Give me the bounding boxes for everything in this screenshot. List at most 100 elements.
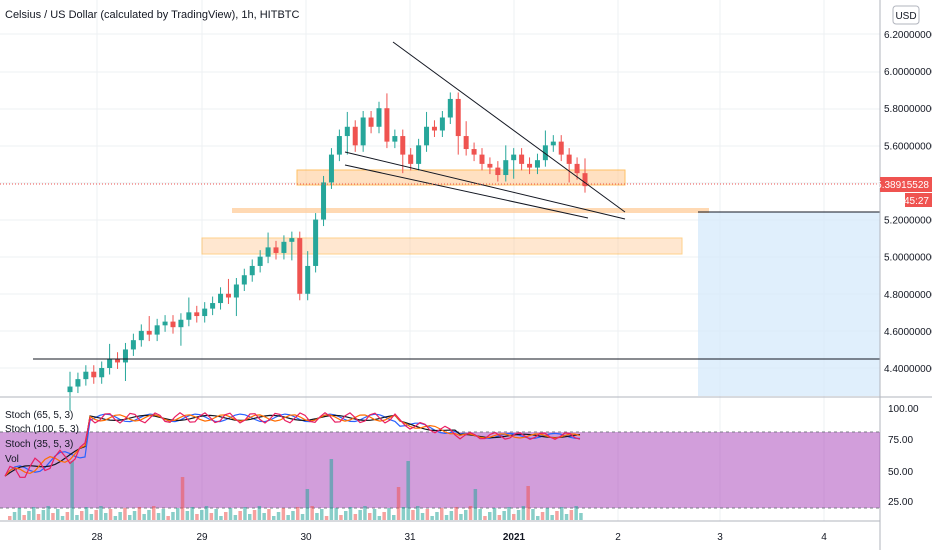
volume-bar <box>344 511 348 520</box>
stoch-line <box>4 414 581 477</box>
candle-body <box>265 247 271 257</box>
candle-body <box>471 149 477 155</box>
volume-bar <box>137 507 142 520</box>
stoch-band <box>0 432 880 508</box>
candle-body <box>297 238 303 294</box>
price-tick: 4.60000000 <box>884 327 932 338</box>
candle-body <box>487 163 493 168</box>
time-label: 4 <box>821 532 827 543</box>
volume-bar <box>238 511 242 520</box>
volume-bar <box>161 509 166 520</box>
volume-bar <box>488 512 492 520</box>
trendline-lower[interactable] <box>344 151 626 220</box>
volume-bar <box>377 516 382 520</box>
volume-bar <box>272 516 276 520</box>
legend-vol[interactable]: Vol <box>5 454 19 465</box>
volume-bar <box>185 511 190 520</box>
stoch-tick-75: 75.00 <box>888 435 913 446</box>
legend-stoch-100[interactable]: Stoch (100, 5, 3) <box>5 424 79 435</box>
candle-body <box>416 145 422 164</box>
candle-body <box>225 293 231 298</box>
candle-body <box>368 117 374 127</box>
volume-bar <box>228 508 233 520</box>
volume-bar <box>108 509 113 520</box>
volume-bar <box>387 508 391 520</box>
volume-bar <box>22 515 26 520</box>
volume-bar <box>497 515 502 520</box>
volume-bar <box>224 512 228 520</box>
volume-bar <box>392 515 396 520</box>
volume-bar <box>502 511 506 520</box>
candle-body <box>431 126 437 131</box>
volume-bar <box>142 514 146 520</box>
candle-body <box>99 368 105 378</box>
candle-body <box>115 358 121 363</box>
trendline-lower-2[interactable] <box>344 164 589 219</box>
support-zone-thin[interactable] <box>232 208 709 213</box>
volume-bar <box>180 477 185 520</box>
volume-bar <box>262 513 266 520</box>
volume-bar <box>300 514 305 520</box>
volume-bar <box>358 510 362 520</box>
currency-button[interactable]: USD <box>892 5 920 25</box>
volume-bars <box>8 459 583 520</box>
volume-bar <box>521 506 526 520</box>
chart-title: Celsius / US Dollar (calculated by Tradi… <box>5 9 300 21</box>
candle-body <box>447 98 453 118</box>
volume-bar <box>579 513 583 520</box>
candle-body <box>558 141 564 155</box>
volume-bar <box>483 516 487 520</box>
candle-body <box>574 163 580 174</box>
candle-body <box>273 247 279 253</box>
volume-bar <box>152 506 156 520</box>
legend-stoch-65[interactable]: Stoch (65, 5, 3) <box>5 410 73 421</box>
volume-bar <box>310 506 314 520</box>
volume-bar <box>113 516 118 520</box>
candle-body <box>344 126 350 137</box>
trendline-upper[interactable] <box>392 41 626 213</box>
volume-bar <box>296 507 300 520</box>
volume-bar <box>545 508 550 520</box>
candle-body <box>218 293 224 304</box>
stoch-tick-25: 25.00 <box>888 497 913 508</box>
price-tick: 4.40000000 <box>884 364 932 375</box>
volume-bar <box>444 515 449 520</box>
volume-bar <box>464 510 468 520</box>
volume-bar <box>219 516 223 520</box>
candle-body <box>130 340 136 350</box>
candle-body <box>202 308 208 317</box>
stoch-lines <box>4 412 581 478</box>
candle-body <box>138 330 144 341</box>
volume-bar <box>128 515 132 520</box>
volume-bar <box>516 510 521 520</box>
volume-bar <box>478 509 482 520</box>
volume-bar <box>248 514 252 520</box>
volume-bar <box>382 512 386 520</box>
volume-bar <box>536 516 540 520</box>
volume-bar <box>27 511 31 520</box>
volume-bar <box>176 508 180 520</box>
candle-body <box>170 321 176 328</box>
volume-bar <box>281 508 286 520</box>
volume-bar <box>51 513 55 520</box>
stoch-tick-50: 50.00 <box>888 467 913 478</box>
volume-bar <box>492 508 497 520</box>
volume-bar <box>70 461 74 520</box>
support-zone-lower[interactable] <box>201 237 683 255</box>
candle-body <box>233 284 239 298</box>
volume-bar <box>430 516 434 520</box>
volume-bar <box>334 508 338 520</box>
volume-bar <box>214 509 218 520</box>
volume-bar <box>41 510 46 520</box>
volume-bar <box>305 489 310 520</box>
legend-stoch-35[interactable]: Stoch (35, 5, 3) <box>5 439 73 450</box>
resistance-zone-upper[interactable] <box>296 169 626 186</box>
volume-bar <box>257 506 262 520</box>
candle-body <box>178 319 184 328</box>
volume-bar <box>550 515 554 520</box>
candle-body <box>186 312 192 320</box>
volume-bar <box>171 512 175 520</box>
candle-body <box>542 145 548 161</box>
volume-bar <box>267 509 271 520</box>
candle-body <box>122 349 128 363</box>
